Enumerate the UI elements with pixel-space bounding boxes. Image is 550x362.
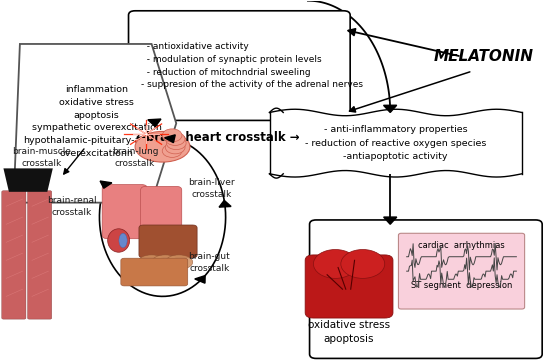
FancyBboxPatch shape <box>139 225 197 258</box>
Circle shape <box>166 141 185 154</box>
Polygon shape <box>383 105 397 113</box>
Circle shape <box>162 129 182 142</box>
FancyBboxPatch shape <box>270 113 522 174</box>
Polygon shape <box>164 135 175 143</box>
Text: brain-muscle
crosstalk: brain-muscle crosstalk <box>12 147 72 168</box>
Text: - anti-inflammatory properties
- reduction of reactive oxygen species
-antiapopt: - anti-inflammatory properties - reducti… <box>305 126 486 161</box>
Text: MELATONIN: MELATONIN <box>433 49 534 64</box>
Ellipse shape <box>119 233 127 248</box>
Polygon shape <box>14 44 176 203</box>
FancyBboxPatch shape <box>102 185 147 239</box>
FancyBboxPatch shape <box>141 186 182 237</box>
Text: brain-renal
crosstalk: brain-renal crosstalk <box>47 196 97 216</box>
Ellipse shape <box>108 229 130 252</box>
Ellipse shape <box>152 255 179 269</box>
Ellipse shape <box>135 131 190 162</box>
Text: inflammation
oxidative stress
apoptosis
sympathetic overexcitation
hypothalamic-: inflammation oxidative stress apoptosis … <box>23 85 170 158</box>
Circle shape <box>341 249 384 278</box>
FancyBboxPatch shape <box>2 191 26 319</box>
Text: inflammation
oxidative stress
apoptosis: inflammation oxidative stress apoptosis <box>308 306 390 344</box>
Polygon shape <box>3 168 53 192</box>
Polygon shape <box>383 217 397 224</box>
FancyBboxPatch shape <box>129 11 350 121</box>
Circle shape <box>166 132 185 146</box>
Ellipse shape <box>166 255 192 269</box>
Text: brain-liver
crosstalk: brain-liver crosstalk <box>189 178 235 199</box>
Polygon shape <box>100 181 112 188</box>
FancyBboxPatch shape <box>398 233 525 309</box>
Text: brain-lung
crosstalk: brain-lung crosstalk <box>112 147 158 168</box>
Polygon shape <box>195 275 205 283</box>
FancyBboxPatch shape <box>121 258 188 286</box>
Text: - antioxidative activity
  - modulation of synaptic protein levels
  - reduction: - antioxidative activity - modulation of… <box>141 42 362 89</box>
Circle shape <box>166 136 186 150</box>
FancyBboxPatch shape <box>28 191 52 319</box>
Text: brain-gut
crosstalk: brain-gut crosstalk <box>188 252 230 273</box>
Text: ST segment  depression: ST segment depression <box>411 281 512 290</box>
Circle shape <box>162 144 182 157</box>
FancyBboxPatch shape <box>305 255 393 318</box>
Polygon shape <box>148 119 161 127</box>
Circle shape <box>314 249 358 278</box>
FancyBboxPatch shape <box>310 220 542 358</box>
Text: ←brain-heart crosstalk →: ←brain-heart crosstalk → <box>136 131 299 144</box>
Polygon shape <box>219 200 231 207</box>
Ellipse shape <box>138 255 166 269</box>
Text: cardiac  arrhythmias: cardiac arrhythmias <box>418 241 505 251</box>
